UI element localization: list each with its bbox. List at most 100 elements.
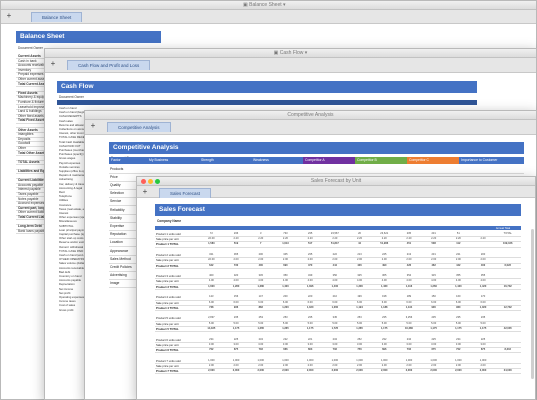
- column-header: Strength: [199, 157, 251, 164]
- add-sheet-icon[interactable]: +: [50, 59, 56, 68]
- tab-sales-forecast[interactable]: Sales Forecast: [159, 188, 212, 198]
- row-divider: [16, 118, 44, 120]
- balance-line: Prepaid expenses: [18, 72, 44, 77]
- forecast-cell: 451: [406, 242, 412, 246]
- forecast-cell: 5.00: [258, 321, 264, 325]
- balance-line: Machinery & equipment: [18, 95, 52, 100]
- forecast-cell: 3: [260, 232, 262, 235]
- forecast-cell: 365: [233, 253, 239, 257]
- add-sheet-icon[interactable]: +: [90, 121, 96, 130]
- balance-line: Notes payable: [18, 196, 39, 201]
- sheet-tab-bar: + Sales Forecast: [137, 186, 535, 198]
- forecast-cell: 1,000: [405, 358, 413, 362]
- sheet-banner: Balance Sheet: [16, 31, 161, 43]
- cash-flow-line: TOTAL CASH PAID OUT: [59, 248, 90, 253]
- forecast-cell: 6.00: [258, 300, 264, 304]
- forecast-cell: 663: [307, 347, 313, 351]
- window-titlebar[interactable]: Sales Forecast by Unit: [137, 177, 535, 186]
- row-divider: [16, 210, 44, 212]
- forecast-cell: 462: [431, 263, 436, 267]
- cash-flow-line: Gross profit: [59, 307, 74, 312]
- factor-row-label: Location: [110, 240, 123, 245]
- forecast-cell: 1,000: [479, 358, 487, 362]
- doc-owner-label: Document Owner: [59, 95, 84, 99]
- sheet-tab-bar: + Cash Flow and Profit and Loss: [45, 58, 536, 73]
- forecast-cell: 222: [332, 253, 337, 257]
- row-divider: [16, 131, 44, 133]
- forecast-row-label: Sale price per unit: [156, 237, 179, 242]
- forecast-cell: 1,420: [479, 284, 487, 288]
- add-sheet-icon[interactable]: +: [6, 11, 12, 20]
- forecast-cell: 1,400: [331, 284, 339, 288]
- forecast-cell: 200: [480, 253, 486, 257]
- forecast-row-label: Product 5 units sold: [156, 316, 181, 321]
- balance-line: Other fixed assets: [18, 113, 44, 118]
- forecast-cell: 205: [406, 232, 412, 235]
- forecast-cell: 6.00: [282, 300, 288, 304]
- forecast-cell: 2.00: [431, 363, 437, 367]
- forecast-cell: 245: [382, 253, 387, 257]
- forecast-cell: 6,022: [504, 263, 511, 267]
- close-window-icon[interactable]: [141, 179, 146, 184]
- window-title-glyph: ▣ Balance Sheet ▾: [243, 2, 286, 8]
- forecast-cell: 20: [358, 232, 361, 235]
- row-divider: [16, 150, 44, 152]
- forecast-cell: 235: [480, 316, 486, 320]
- cash-flow-line: Telephone: [59, 194, 72, 199]
- forecast-cell: 1,000: [380, 358, 388, 362]
- forecast-cell: 2.20: [282, 237, 288, 241]
- forecast-cell: 508: [431, 242, 436, 246]
- row-divider: [155, 341, 521, 343]
- forecast-cell: 355: [480, 274, 486, 278]
- vertical-scrollbar[interactable]: [531, 229, 534, 379]
- factor-row-label: Sales Method: [110, 256, 131, 261]
- forecast-row-label: Sale price per unit: [156, 279, 179, 284]
- forecast-cell: 8,316: [504, 347, 511, 351]
- add-sheet-icon[interactable]: +: [142, 187, 148, 196]
- minimize-window-icon[interactable]: [148, 179, 153, 184]
- balance-line: Current part, long-term debt: [18, 205, 61, 210]
- forecast-cell: 6.00: [208, 300, 214, 304]
- forecast-cell: 7: [260, 242, 262, 246]
- forecast-cell: 345: [283, 253, 288, 257]
- forecast-cell: 2,000: [331, 369, 339, 372]
- forecast-cell: TOTAL: [503, 232, 512, 235]
- forecast-cell: 252: [357, 337, 362, 341]
- zoom-window-icon[interactable]: [155, 179, 160, 184]
- balance-line: Goodwill: [18, 141, 31, 146]
- forecast-cell: 2,000: [208, 369, 215, 372]
- tab-competitive-analysis[interactable]: Competitive Analysis: [107, 122, 171, 132]
- sheet-banner: Competitive Analysis: [109, 142, 524, 154]
- forecast-cell: 231: [431, 232, 436, 235]
- sales-forecast-window[interactable]: Sales Forecast by Unit + Sales Forecast …: [136, 176, 536, 400]
- row-divider: [155, 325, 521, 327]
- forecast-cell: 1,175: [232, 326, 240, 330]
- forecast-row-label: Sale price per unit: [156, 342, 179, 347]
- factor-row-label: Products: [110, 166, 124, 171]
- forecast-cell: 321: [209, 253, 214, 257]
- row-divider: [155, 373, 521, 375]
- balance-line: Other Assets: [18, 127, 38, 132]
- forecast-cell: 690: [283, 263, 288, 267]
- cash-flow-line: Returns and allowances: [59, 122, 89, 127]
- forecast-cell: 5.00: [233, 321, 239, 325]
- forecast-cell: 733: [283, 232, 288, 235]
- row-divider: [16, 58, 44, 60]
- window-titlebar[interactable]: ▣ Balance Sheet ▾: [1, 1, 536, 10]
- window-titlebar[interactable]: Competitive Analysis: [85, 111, 536, 120]
- forecast-cell: 1,300: [356, 284, 363, 288]
- forecast-cell: 3.00: [282, 342, 288, 346]
- forecast-cell: 702: [209, 347, 214, 351]
- forecast-cell: 16,280: [404, 326, 413, 330]
- row-divider: [16, 127, 44, 129]
- forecast-cell: 6.00: [357, 300, 363, 304]
- cash-flow-line: Cash sales: [59, 118, 73, 123]
- cash-flow-line: CASH RECEIPTS: [59, 114, 82, 119]
- forecast-cell: 3.00: [332, 342, 338, 346]
- forecast-cell: 1,416: [405, 284, 413, 288]
- tab-cash-flow[interactable]: Cash Flow and Profit and Loss: [67, 60, 151, 70]
- tab-balance-sheet[interactable]: Balance Sheet: [31, 12, 83, 22]
- row-divider: [16, 200, 44, 202]
- row-divider: [16, 145, 44, 147]
- window-titlebar[interactable]: ▣ Cash Flow ▾: [45, 49, 536, 58]
